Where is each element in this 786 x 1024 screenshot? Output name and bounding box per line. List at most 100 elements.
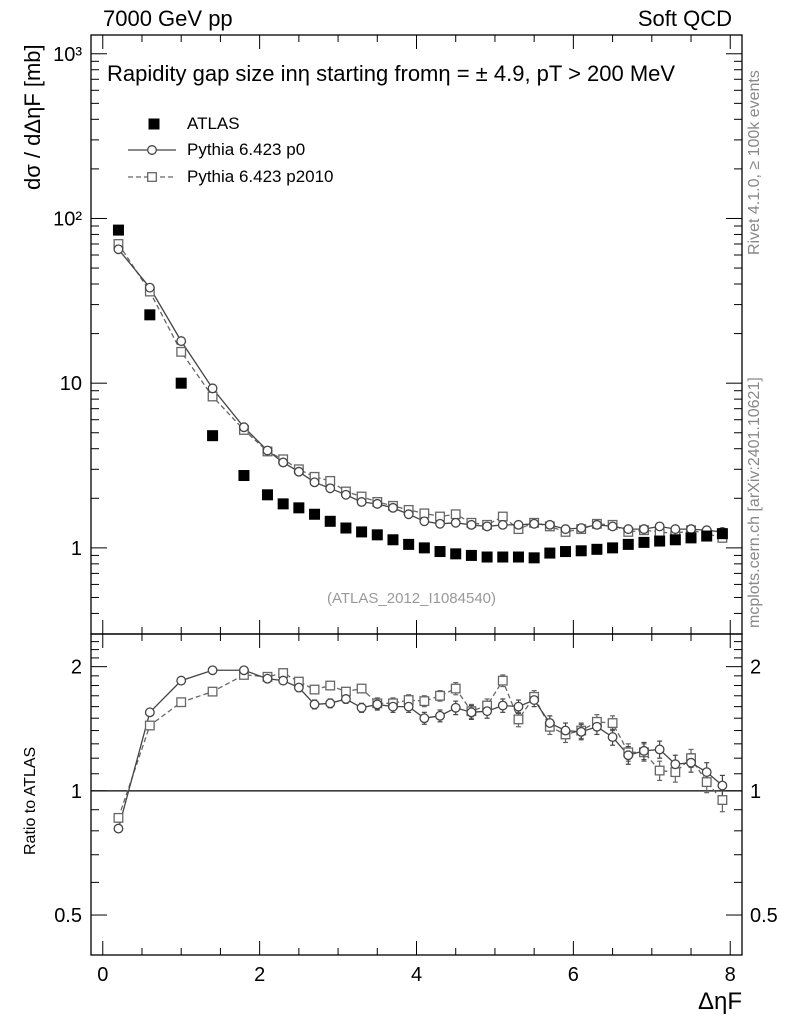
ratio-point-0-24 bbox=[560, 725, 571, 736]
data-point-0-19 bbox=[481, 551, 493, 563]
ratio-point-0-20 bbox=[497, 700, 508, 711]
y-tick-label: 10² bbox=[53, 208, 82, 230]
y-tick-label: 10³ bbox=[53, 44, 82, 66]
data-point-1-14 bbox=[403, 509, 414, 520]
data-point-0-2 bbox=[175, 377, 187, 389]
ratio-point-0-23 bbox=[544, 718, 555, 728]
data-point-1-24 bbox=[560, 524, 571, 535]
ratio-point-1-17 bbox=[450, 683, 461, 694]
ratio-point-1-33 bbox=[701, 777, 712, 788]
data-point-1-22 bbox=[529, 518, 540, 529]
rivet-version-label: Rivet 4.1.0, ≥ 100k events bbox=[746, 70, 763, 255]
ratio-point-1-1 bbox=[144, 720, 155, 731]
data-point-0-20 bbox=[497, 551, 509, 563]
ratio-point-1-34 bbox=[717, 795, 728, 805]
ratio-point-1-27 bbox=[607, 718, 618, 728]
data-point-0-22 bbox=[528, 552, 540, 564]
data-point-0-29 bbox=[638, 536, 650, 548]
data-point-0-30 bbox=[654, 535, 666, 547]
data-point-0-14 bbox=[403, 538, 415, 550]
mcplots-credit-label: mcplots.cern.ch [arXiv:2401.10621] bbox=[746, 377, 763, 628]
data-point-1-1 bbox=[144, 282, 155, 293]
data-point-0-28 bbox=[622, 538, 634, 550]
x-tick-label: 2 bbox=[254, 964, 265, 986]
data-point-0-17 bbox=[450, 548, 462, 560]
data-point-0-33 bbox=[701, 530, 713, 542]
data-point-2-2 bbox=[176, 346, 187, 357]
legend-marker-p0 bbox=[147, 145, 157, 155]
data-point-0-6 bbox=[277, 498, 289, 510]
data-point-0-3 bbox=[207, 430, 219, 442]
data-point-0-25 bbox=[575, 545, 587, 557]
data-point-0-13 bbox=[387, 534, 399, 546]
ratio-point-0-4 bbox=[238, 665, 249, 676]
data-point-1-25 bbox=[576, 523, 587, 533]
ratio-point-1-0 bbox=[113, 812, 124, 823]
ratio-point-1-8 bbox=[309, 684, 320, 695]
data-point-0-32 bbox=[685, 532, 697, 544]
data-point-0-27 bbox=[607, 542, 619, 554]
ratio-point-0-27 bbox=[607, 732, 618, 743]
data-point-2-3 bbox=[207, 391, 218, 402]
data-point-0-15 bbox=[418, 542, 430, 554]
data-point-1-27 bbox=[607, 521, 618, 532]
main-y-axis-label: dσ / dΔηF [mb] bbox=[20, 44, 45, 190]
data-point-1-23 bbox=[544, 519, 555, 530]
data-point-0-12 bbox=[371, 529, 383, 541]
x-tick-label: 0 bbox=[97, 964, 108, 986]
ratio-point-0-0 bbox=[113, 823, 124, 834]
ratio-point-0-31 bbox=[670, 759, 681, 770]
ratio-y-tick-label: 0.5 bbox=[54, 905, 82, 927]
ratio-point-0-21 bbox=[513, 701, 524, 712]
ratio-y-tick-label: 0.5 bbox=[750, 905, 778, 927]
ratio-point-0-3 bbox=[207, 665, 218, 676]
x-axis-label: ΔηF bbox=[698, 988, 743, 1015]
ratio-point-0-10 bbox=[340, 694, 351, 704]
data-point-0-18 bbox=[465, 549, 477, 561]
ratio-point-0-18 bbox=[466, 707, 477, 718]
ratio-point-0-30 bbox=[654, 744, 665, 755]
legend-label-pythia-p0: Pythia 6.423 p0 bbox=[187, 140, 306, 159]
ratio-point-0-7 bbox=[293, 682, 304, 693]
data-point-1-20 bbox=[497, 519, 508, 530]
data-point-1-5 bbox=[262, 445, 273, 456]
plot-title: Rapidity gap size inη starting fromη = ±… bbox=[107, 61, 676, 86]
data-point-1-0 bbox=[113, 244, 124, 255]
data-point-0-0 bbox=[112, 224, 124, 236]
legend-marker-atlas bbox=[148, 118, 160, 130]
main-panel: 1 10 10² 10³ bbox=[53, 34, 743, 635]
ratio-point-0-9 bbox=[325, 698, 336, 709]
x-tick-label: 8 bbox=[725, 964, 736, 986]
ratio-point-0-5 bbox=[262, 673, 273, 684]
data-point-1-9 bbox=[325, 483, 336, 494]
y-tick-label: 1 bbox=[71, 538, 82, 560]
data-point-2-20 bbox=[497, 511, 508, 522]
data-point-0-4 bbox=[238, 470, 250, 482]
data-point-0-9 bbox=[324, 515, 336, 527]
data-point-1-16 bbox=[435, 518, 445, 529]
ratio-point-1-9 bbox=[325, 680, 336, 691]
data-point-0-11 bbox=[356, 526, 368, 538]
legend-marker-p2010 bbox=[147, 172, 157, 182]
ratio-point-0-14 bbox=[403, 701, 414, 712]
data-point-0-23 bbox=[544, 547, 556, 559]
y-tick-label: 10 bbox=[60, 373, 82, 395]
header-energy-label: 7000 GeV pp bbox=[103, 6, 233, 31]
data-point-0-31 bbox=[669, 534, 681, 546]
ratio-point-1-16 bbox=[435, 690, 445, 701]
ratio-y-tick-label: 2 bbox=[750, 657, 761, 679]
ratio-point-0-22 bbox=[529, 695, 540, 705]
ratio-frame bbox=[90, 633, 743, 956]
ratio-point-0-12 bbox=[372, 699, 383, 710]
data-point-1-8 bbox=[309, 477, 320, 488]
ratio-y-axis-label: Ratio to ATLAS bbox=[22, 746, 39, 855]
ratio-point-0-6 bbox=[278, 675, 289, 686]
ratio-point-1-15 bbox=[419, 696, 430, 707]
data-point-0-26 bbox=[591, 543, 603, 555]
header-process-label: Soft QCD bbox=[637, 6, 732, 31]
data-point-1-18 bbox=[466, 519, 477, 530]
data-point-1-4 bbox=[238, 422, 249, 433]
ratio-point-0-15 bbox=[419, 713, 430, 724]
data-point-0-7 bbox=[293, 502, 305, 514]
